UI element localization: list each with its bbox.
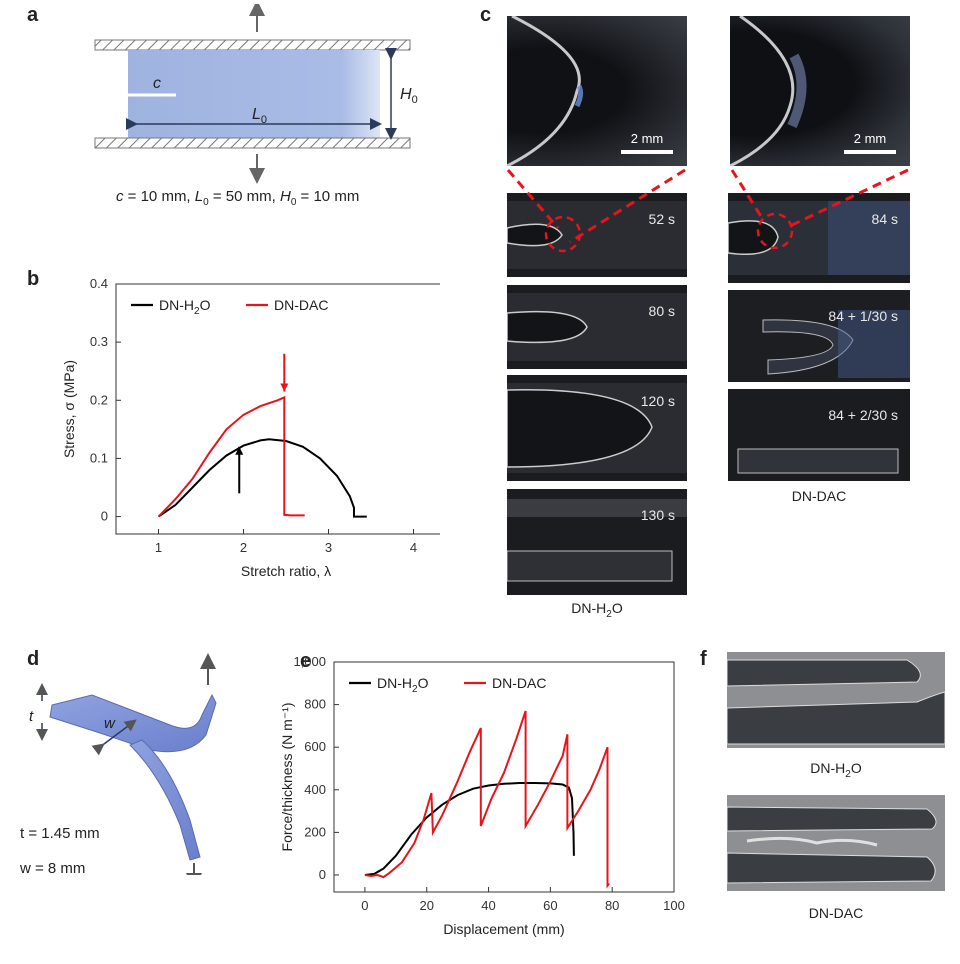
- y-axis-label: Stress, σ (MPa): [61, 360, 77, 458]
- peel-photo-dac: [727, 795, 945, 891]
- x-tick-label: 1: [155, 540, 162, 555]
- y-tick-label: 0.1: [90, 450, 108, 465]
- caption-dn-h2o-c: DN-H2O: [571, 600, 623, 620]
- y-tick-label: 0.2: [90, 392, 108, 407]
- panel-e-label: e: [300, 650, 312, 672]
- top-clamp: [94, 39, 411, 51]
- y-tick-label: 0: [319, 867, 326, 882]
- stress-stretch-chart: 1 2 3 4 0 0.1 0.2 0.3 0.4 Stretch ratio, λ Stress,…: [61, 276, 440, 579]
- x-tick-label: 2: [240, 540, 247, 555]
- legend-label: DN-DAC: [492, 675, 546, 691]
- plot-frame: [115, 283, 440, 535]
- x-tick-label: 0: [361, 898, 368, 913]
- y-tick-label: 400: [304, 782, 326, 797]
- panel-a-label: a: [27, 4, 39, 26]
- legend-label: DN-DAC: [274, 297, 328, 313]
- y-tick-label: 1,000: [293, 654, 326, 669]
- timestamp: 84 s: [871, 211, 898, 227]
- force-displacement-chart: 0 20 40 60 80 100 0 200 400 600 800 1,000 Displaceme…: [279, 654, 685, 937]
- zoom-indicators: [506, 168, 909, 253]
- y-tick-label: 0: [101, 509, 108, 524]
- y-tick-label: 0.4: [90, 276, 108, 291]
- H0-label: H0: [400, 86, 418, 107]
- panel-b-label: b: [27, 268, 40, 290]
- y-tick-label: 200: [304, 824, 326, 839]
- y-tick-label: 800: [304, 697, 326, 712]
- c-label: c: [153, 75, 161, 92]
- panel-d-label: d: [27, 648, 40, 670]
- series-line-dn-dac: [157, 395, 305, 518]
- x-tick-label: 40: [481, 898, 495, 913]
- series-line-dn-dac: [364, 710, 610, 889]
- x-tick-label: 100: [663, 898, 685, 913]
- series-line-dn-h2o: [157, 438, 367, 518]
- x-tick-label: 80: [605, 898, 619, 913]
- frame-dac-3: 84 + 2/30 s: [728, 389, 910, 481]
- w-label: w: [104, 715, 115, 732]
- frame-h2o-4: 130 s: [507, 489, 687, 595]
- frame-h2o-2: 80 s: [507, 285, 687, 369]
- x-axis-label: Displacement (mm): [443, 921, 564, 937]
- frame-dac-2: 84 + 1/30 s: [728, 290, 910, 382]
- series-line-dn-h2o: [364, 782, 575, 876]
- bottom-clamp: [94, 137, 411, 149]
- annotation-arrowhead: [235, 446, 244, 455]
- t-label: t: [29, 708, 34, 725]
- scale-bar-left: 2 mm: [621, 131, 673, 154]
- w-dimension: w = 8 mm: [20, 860, 86, 877]
- panel-a-schematic: [94, 4, 411, 184]
- panel-f-label: f: [700, 648, 707, 670]
- timestamp: 130 s: [640, 507, 675, 523]
- y-axis-label: Force/thickness (N m⁻¹): [279, 703, 295, 852]
- caption-dn-dac-c: DN-DAC: [791, 488, 847, 504]
- timestamp: 120 s: [640, 393, 675, 409]
- zoom-photo-h2o: 2 mm: [507, 16, 687, 166]
- plot-frame: [333, 661, 675, 893]
- peel-photo-h2o: [727, 652, 945, 748]
- panel-c-label: c: [480, 4, 492, 26]
- legend-label: DN-H2O: [377, 675, 429, 695]
- x-tick-label: 4: [410, 540, 417, 555]
- timestamp: 52 s: [648, 211, 675, 227]
- panel-a-dimensions: c = 10 mm, L0 = 50 mm, H0 = 10 mm: [116, 188, 360, 208]
- frame-h2o-1: 52 s: [507, 193, 687, 277]
- frame-h2o-3: 120 s: [507, 375, 687, 481]
- x-tick-label: 20: [419, 898, 433, 913]
- x-tick-label: 3: [325, 540, 332, 555]
- caption-dn-h2o-f: DN-H2O: [810, 760, 862, 780]
- annotation-arrowhead: [280, 383, 289, 392]
- L0-label: L0: [252, 106, 268, 127]
- y-tick-label: 0.3: [90, 334, 108, 349]
- peel-strip-illustration: [36, 653, 217, 875]
- zoom-photo-dac: 2 mm: [730, 16, 910, 166]
- timestamp: 84 + 1/30 s: [828, 308, 898, 324]
- x-axis-label: Stretch ratio, λ: [241, 563, 331, 579]
- t-dimension: t = 1.45 mm: [20, 825, 100, 842]
- scale-bar-right: 2 mm: [844, 131, 896, 154]
- legend-label: DN-H2O: [159, 297, 211, 317]
- timestamp: 84 + 2/30 s: [828, 407, 898, 423]
- y-tick-label: 600: [304, 739, 326, 754]
- timestamp: 80 s: [648, 303, 675, 319]
- x-tick-label: 60: [543, 898, 557, 913]
- caption-dn-dac-f: DN-DAC: [808, 905, 864, 921]
